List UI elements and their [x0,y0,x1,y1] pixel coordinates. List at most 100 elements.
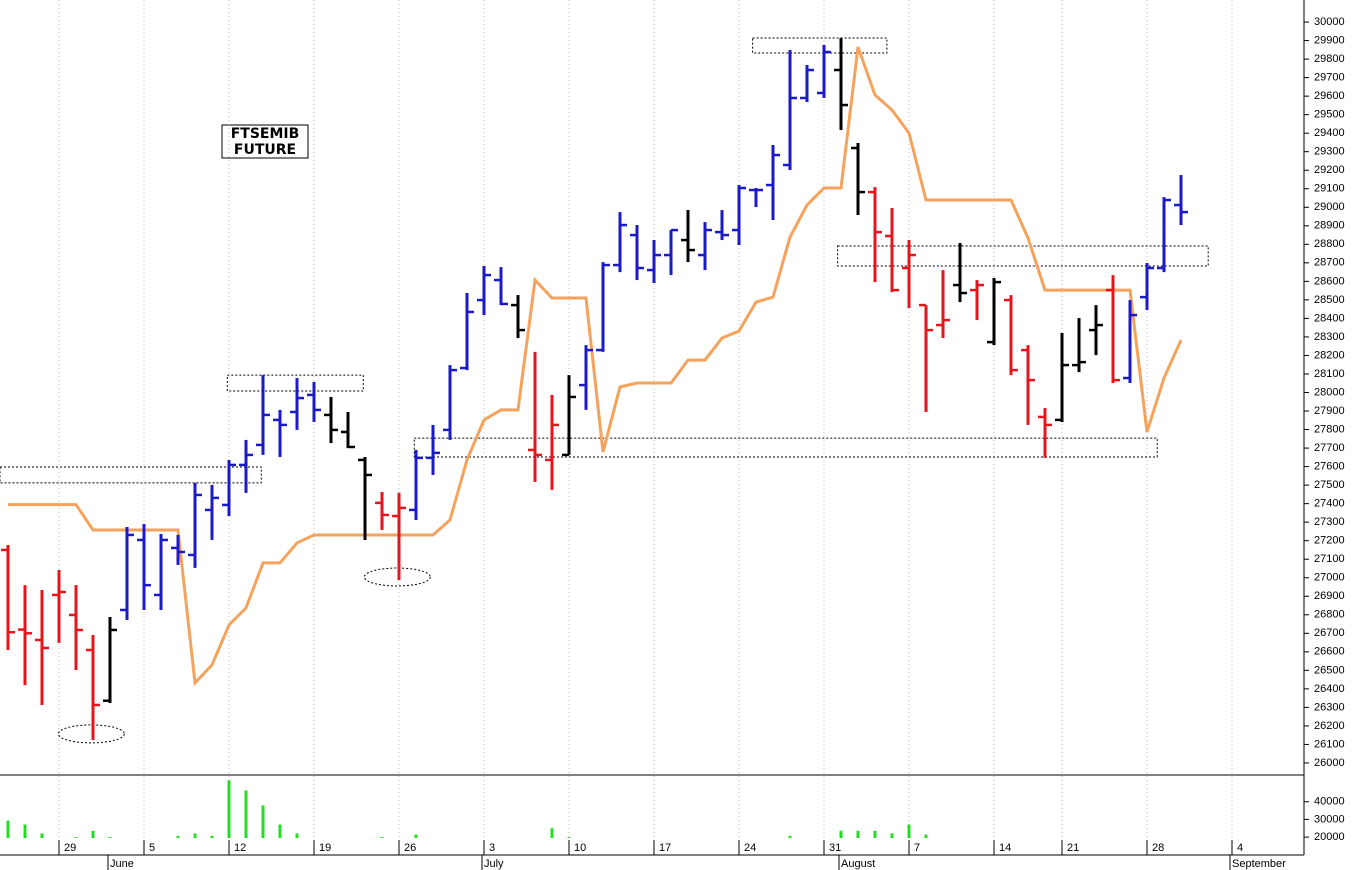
volume-bar [839,830,843,838]
y-tick-label: 28900 [1314,220,1345,232]
y-tick-label: 28000 [1314,386,1345,398]
y-tick-label: 26300 [1314,701,1345,713]
y-tick-label: 29800 [1314,53,1345,65]
y-tick-label: 28100 [1314,368,1345,380]
volume-bar [856,830,860,838]
y-tick-label: 27000 [1314,572,1345,584]
volume-bar [380,837,384,838]
y-tick-label: 27200 [1314,535,1345,547]
volume-bar [873,830,877,838]
y-tick-label: 29000 [1314,201,1345,213]
y-tick-label: 28400 [1314,312,1345,324]
x-tick-label: 24 [744,842,756,854]
y-tick-label: 28700 [1314,257,1345,269]
y-tick-label: 29300 [1314,146,1345,158]
volume-bar [210,835,214,838]
low-ellipse [57,724,125,744]
chart-title: FTSEMIB [231,126,300,142]
volume-bar [227,780,231,838]
x-tick-label: 4 [1237,842,1243,854]
x-tick-label: 5 [149,842,155,854]
y-tick-label: 27100 [1314,553,1345,565]
volume-bar [278,824,282,838]
y-tick-label: 26000 [1314,757,1345,769]
y-tick-label: 29700 [1314,72,1345,84]
x-tick-label: 7 [914,842,920,854]
y-tick-label: 27400 [1314,498,1345,510]
low-ellipse [363,567,431,587]
x-tick-label: 14 [999,842,1011,854]
y-tick-label: 27700 [1314,442,1345,454]
volume-bar [550,828,554,838]
volume-bar [6,820,10,838]
volume-bar [567,837,571,838]
x-tick-label: 12 [234,842,246,854]
line-series [8,46,1183,687]
volume-bar [924,834,928,838]
title-box [221,124,309,159]
x-tick-label: 10 [574,842,586,854]
y-tick-label: 27800 [1314,423,1345,435]
x-tick-label: 29 [64,842,76,854]
y-tick-label: 27300 [1314,516,1345,528]
volume-bar [788,835,792,838]
chart-title: FUTURE [234,142,296,158]
level-box [413,437,1158,458]
y-tick-label: 29900 [1314,34,1345,46]
month-label: June [110,858,134,870]
y-tick-label: 28800 [1314,238,1345,250]
volume-bar [890,833,894,838]
volume-bar [907,824,911,838]
volume-bar [23,824,27,838]
level-box [226,374,364,392]
y-tick-label: 29100 [1314,183,1345,195]
x-tick-label: 21 [1067,842,1079,854]
level-box [752,37,888,54]
volume-tick-label: 20000 [1314,831,1345,843]
x-tick-label: 3 [489,842,495,854]
y-tick-label: 26600 [1314,646,1345,658]
volume-bar [193,833,197,838]
x-tick-label: 19 [319,842,331,854]
volume-bar [261,805,265,838]
volume-bar [74,837,78,838]
volume-bar [108,837,112,838]
volume-tick-label: 40000 [1314,796,1345,808]
y-tick-label: 26500 [1314,664,1345,676]
y-tick-label: 26200 [1314,720,1345,732]
x-tick-label: 17 [659,842,671,854]
y-tick-label: 27500 [1314,479,1345,491]
y-tick-label: 28500 [1314,294,1345,306]
y-tick-label: 29400 [1314,127,1345,139]
level-box [837,245,1209,267]
x-tick-label: 28 [1152,842,1164,854]
volume-bar [91,830,95,838]
x-tick-label: 26 [404,842,416,854]
y-tick-label: 26400 [1314,683,1345,695]
y-tick-label: 29500 [1314,109,1345,121]
y-tick-label: 30000 [1314,16,1345,28]
volume-bar [244,790,248,838]
y-tick-label: 27900 [1314,405,1345,417]
volume-bar [40,833,44,838]
y-tick-label: 26700 [1314,627,1345,639]
volume-bar [295,833,299,838]
y-tick-label: 26900 [1314,590,1345,602]
volume-tick-label: 30000 [1314,813,1345,825]
y-tick-label: 27600 [1314,460,1345,472]
y-tick-label: 28600 [1314,275,1345,287]
x-tick-label: 31 [829,842,841,854]
month-label: July [484,858,504,870]
month-label: September [1232,858,1286,870]
volume-bar [414,834,418,838]
y-tick-label: 28200 [1314,349,1345,361]
y-tick-label: 26100 [1314,738,1345,750]
y-tick-label: 29600 [1314,90,1345,102]
y-tick-label: 28300 [1314,331,1345,343]
month-label: August [841,858,875,870]
volume-bar [176,835,180,838]
level-box [0,466,262,484]
y-tick-label: 26800 [1314,609,1345,621]
y-tick-label: 29200 [1314,164,1345,176]
